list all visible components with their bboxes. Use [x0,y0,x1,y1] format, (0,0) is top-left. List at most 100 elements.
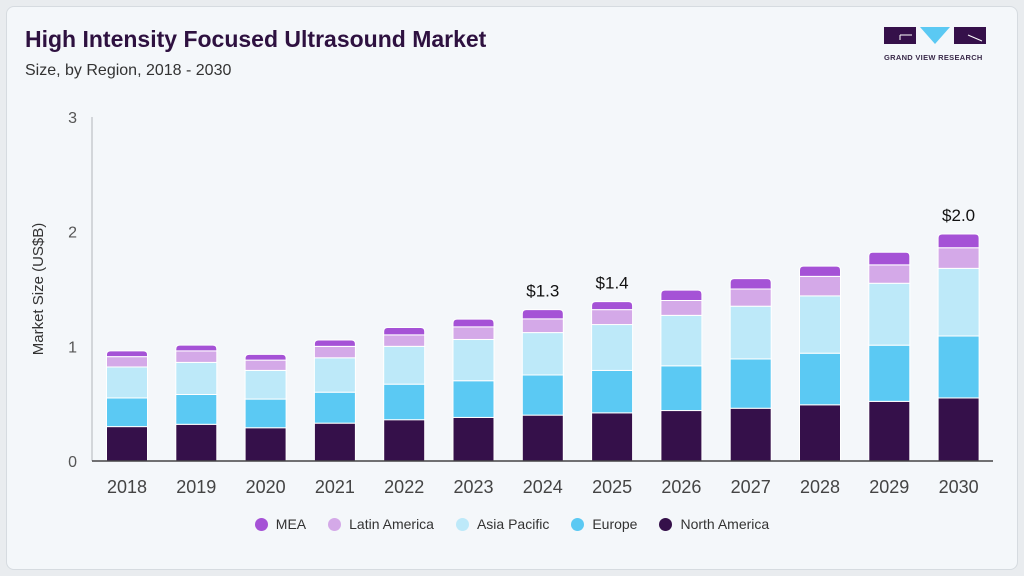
y-axis-label: Market Size (US$B) [30,223,47,356]
bar-segment-mea [383,327,426,336]
bar-segment-mea [729,278,772,290]
bar-segment-latin-america [591,309,634,326]
bar-segment-mea [175,344,218,352]
legend-label: Asia Pacific [476,516,550,532]
bar-segment-north-america [313,422,356,462]
bar-segment-europe [106,397,148,428]
bar-segment-latin-america [937,247,980,269]
bar-segment-asia-pacific [175,361,218,395]
bar-segment-europe [244,398,287,429]
bar-segment-north-america [106,426,148,462]
bar-segment-latin-america [521,318,564,334]
bar-segment-north-america [521,414,564,462]
logo-mark-icon [884,27,986,44]
x-tick-label: 2019 [176,477,216,497]
legend-swatch [254,517,268,531]
bar-segment-asia-pacific [729,305,772,360]
bar-segment-mea [868,251,911,266]
x-tick-label: 2030 [939,477,979,497]
bar-segment-asia-pacific [244,369,287,400]
bar-segment-europe [175,393,218,425]
legend-label: MEA [275,516,307,532]
bar-segment-north-america [591,412,634,462]
legend-item: MEA [254,516,307,532]
bar-segment-mea [313,339,356,347]
y-tick-label: 1 [68,339,77,356]
y-tick-label: 3 [68,110,77,127]
chart-title: High Intensity Focused Ultrasound Market [25,26,487,52]
bar-segment-north-america [175,423,218,462]
bar-segment-asia-pacific [313,357,356,393]
x-tick-label: 2018 [107,477,147,497]
x-tick-label: 2024 [523,477,563,497]
bar-segment-asia-pacific [106,366,148,399]
bar-segment-mea [660,289,703,301]
chart-subtitle: Size, by Region, 2018 - 2030 [25,62,232,79]
grand-view-research-logo: GRAND VIEW RESEARCH [884,27,986,62]
bar-segment-north-america [660,410,703,462]
legend-swatch [659,517,673,531]
bar-segment-latin-america [660,299,703,316]
bar-segment-latin-america [244,359,287,371]
bar-segment-asia-pacific [452,338,495,382]
bar-segment-latin-america [106,356,148,368]
bar-segment-north-america [383,419,426,462]
bar-segment-latin-america [729,288,772,307]
bar-segment-asia-pacific [868,282,911,346]
bar-segment-europe [660,365,703,412]
bar-segment-europe [729,358,772,409]
data-label: $2.0 [942,206,975,225]
bar-segment-latin-america [175,350,218,363]
bar-segment-asia-pacific [591,324,634,371]
bar-segment-mea [452,318,495,328]
legend-label: Latin America [349,516,434,532]
x-tick-label: 2029 [869,477,909,497]
y-tick-label: 0 [68,454,77,471]
bar-segment-mea [591,301,634,311]
bar-segment-europe [383,383,426,421]
legend-label: North America [680,516,770,532]
bar-segment-europe [313,391,356,424]
bar-segment-north-america [868,400,911,462]
bar-segment-asia-pacific [799,295,841,354]
bar-segment-latin-america [452,326,495,340]
bar-segment-latin-america [313,345,356,359]
bar-segment-north-america [799,404,841,462]
data-label: $1.4 [596,274,629,293]
bar-segment-latin-america [383,334,426,347]
chart-card [6,6,1018,570]
bar-segment-north-america [244,427,287,462]
x-tick-label: 2025 [592,477,632,497]
y-tick-label: 2 [68,225,77,242]
data-label: $1.3 [526,282,559,301]
bar-segment-europe [452,380,495,418]
bar-segment-mea [521,309,564,320]
x-tick-label: 2021 [315,477,355,497]
bar-segment-mea [937,233,980,249]
x-tick-label: 2022 [384,477,424,497]
bar-segment-europe [591,369,634,414]
legend-item: Latin America [328,516,434,532]
bar-segment-latin-america [799,275,841,297]
legend-swatch [328,517,342,531]
bar-segment-mea [799,265,841,277]
legend-item: Europe [571,516,637,532]
legend-swatch [571,517,585,531]
logo-text: GRAND VIEW RESEARCH [884,53,983,62]
bar-segment-mea [244,353,287,361]
bar-segment-north-america [452,416,495,462]
legend-label: Europe [592,516,638,532]
x-tick-label: 2020 [246,477,286,497]
bar-segment-latin-america [868,264,911,284]
bar-segment-asia-pacific [521,332,564,376]
bar-segment-mea [106,350,148,358]
bar-segment-europe [937,335,980,399]
bar-segment-north-america [937,397,980,462]
x-tick-label: 2028 [800,477,840,497]
bar-segment-europe [799,352,841,406]
legend-swatch [455,517,469,531]
bar-segment-europe [521,374,564,416]
bar-segment-europe [868,344,911,402]
x-tick-label: 2026 [661,477,701,497]
